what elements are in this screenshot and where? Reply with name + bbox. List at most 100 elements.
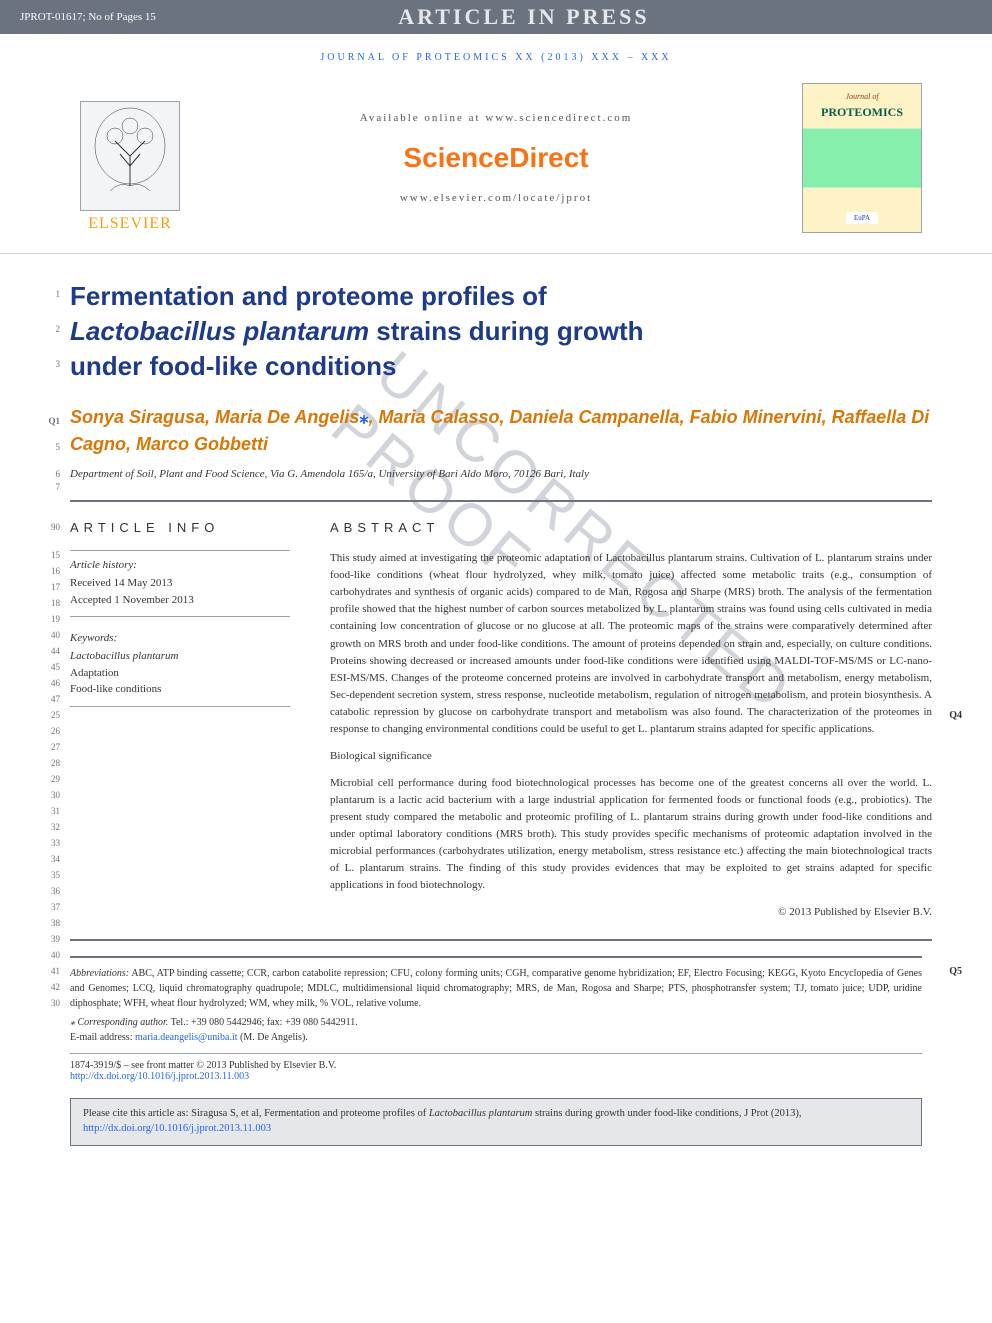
header-center: Available online at www.sciencedirect.co… xyxy=(220,112,772,204)
keyword: Adaptation xyxy=(70,665,290,682)
elsevier-logo: ELSEVIER xyxy=(70,83,190,233)
abbreviations: Abbreviations: ABC, ATP binding cassette… xyxy=(70,966,922,1011)
abstract-text: This study aimed at investigating the pr… xyxy=(330,550,932,921)
line-number: 41 xyxy=(0,966,60,976)
article-info-column: ARTICLE INFO Article history: Received 1… xyxy=(70,520,290,921)
title-line3: under food-like conditions xyxy=(70,351,396,381)
abstract-main: This study aimed at investigating the pr… xyxy=(330,550,932,738)
line-number: 2 xyxy=(0,324,60,334)
keywords-label: Keywords: xyxy=(70,632,290,644)
keyword: Lactobacillus plantarum xyxy=(70,648,290,665)
department: Department of Soil, Plant and Food Scien… xyxy=(70,468,932,500)
corresponding-author: ⁎ Corresponding author. Tel.: +39 080 54… xyxy=(70,1015,922,1030)
line-number: 42 xyxy=(0,982,60,992)
title-line2-italic: Lactobacillus plantarum xyxy=(70,316,369,346)
email-suffix: (M. De Angelis). xyxy=(238,1032,308,1043)
line-number: 6 xyxy=(0,469,60,479)
keywords-block: Keywords: Lactobacillus plantarum Adapta… xyxy=(70,632,290,707)
received-date: Received 14 May 2013 xyxy=(70,575,290,592)
available-online: Available online at www.sciencedirect.co… xyxy=(220,112,772,124)
line-number: 40 xyxy=(0,630,60,640)
cite-italic: Lactobacillus plantarum xyxy=(429,1108,533,1119)
article-title: Fermentation and proteome profiles of La… xyxy=(70,254,932,404)
email-label: E-mail address: xyxy=(70,1032,135,1043)
copyright: © 2013 Published by Elsevier B.V. xyxy=(330,904,932,921)
line-number: 37 xyxy=(0,902,60,912)
query-marker-q4: Q4 xyxy=(949,710,962,721)
header-section: ELSEVIER Available online at www.science… xyxy=(0,73,992,254)
line-number: 5 xyxy=(0,442,60,452)
email-line: E-mail address: maria.deangelis@uniba.it… xyxy=(70,1030,922,1045)
line-number: 17 xyxy=(0,582,60,592)
cover-journal-of: Journal of xyxy=(845,92,878,101)
bio-sig-label: Biological significance xyxy=(330,748,932,765)
sciencedirect-logo[interactable]: ScienceDirect xyxy=(220,142,772,174)
article-in-press-banner: ARTICLE IN PRESS xyxy=(398,4,649,30)
elsevier-tree-icon xyxy=(80,101,180,211)
line-number: 30 xyxy=(0,998,60,1008)
line-number: 36 xyxy=(0,886,60,896)
journal-url[interactable]: www.elsevier.com/locate/jprot xyxy=(220,192,772,204)
line-number: 29 xyxy=(0,774,60,784)
line-number: 34 xyxy=(0,854,60,864)
line-number: 33 xyxy=(0,838,60,848)
bio-sig-text: Microbial cell performance during food b… xyxy=(330,775,932,894)
line-number: 39 xyxy=(0,934,60,944)
line-number: 38 xyxy=(0,918,60,928)
title-line2-rest: strains during growth xyxy=(369,316,643,346)
line-number: 27 xyxy=(0,742,60,752)
line-number: 44 xyxy=(0,646,60,656)
front-matter: 1874-3919/$ – see front matter © 2013 Pu… xyxy=(70,1060,922,1071)
line-number: 19 xyxy=(0,614,60,624)
cover-eupa: EuPA xyxy=(846,212,878,224)
authors: Sonya Siragusa, Maria De Angelis⁎, Maria… xyxy=(70,404,932,468)
line-number: 90 xyxy=(0,522,60,532)
doi-section: 1874-3919/$ – see front matter © 2013 Pu… xyxy=(70,1053,922,1088)
accepted-date: Accepted 1 November 2013 xyxy=(70,592,290,609)
info-abstract-row: ARTICLE INFO Article history: Received 1… xyxy=(70,510,932,931)
line-number: 25 xyxy=(0,710,60,720)
line-number: 40 xyxy=(0,950,60,960)
line-number: 45 xyxy=(0,662,60,672)
line-number: 1 xyxy=(0,289,60,299)
line-number: 31 xyxy=(0,806,60,816)
doi-link[interactable]: http://dx.doi.org/10.1016/j.jprot.2013.1… xyxy=(70,1071,922,1082)
history-label: Article history: xyxy=(70,559,290,571)
line-number: 30 xyxy=(0,790,60,800)
journal-cover: Journal of PROTEOMICS EuPA xyxy=(802,83,922,233)
cite-box: Please cite this article as: Siragusa S,… xyxy=(70,1098,922,1145)
keyword: Food-like conditions xyxy=(70,681,290,698)
footer-section: Abbreviations: ABC, ATP binding cassette… xyxy=(70,956,922,1045)
journal-reference: JOURNAL OF PROTEOMICS XX (2013) XXX – XX… xyxy=(0,34,992,73)
query-marker: Q1 xyxy=(0,416,60,426)
title-line1: Fermentation and proteome profiles of xyxy=(70,281,547,311)
line-number: 18 xyxy=(0,598,60,608)
corresponding-star: ⁎ xyxy=(359,407,368,427)
article-info-header: ARTICLE INFO xyxy=(70,520,290,550)
line-number: 3 xyxy=(0,359,60,369)
abstract-header: ABSTRACT xyxy=(330,520,932,550)
line-number: 26 xyxy=(0,726,60,736)
line-number: 16 xyxy=(0,566,60,576)
line-number: 32 xyxy=(0,822,60,832)
abbrev-label: Abbreviations: xyxy=(70,968,129,979)
cite-link[interactable]: http://dx.doi.org/10.1016/j.jprot.2013.1… xyxy=(83,1123,271,1134)
elsevier-text: ELSEVIER xyxy=(88,215,172,233)
email-link[interactable]: maria.deangelis@uniba.it xyxy=(135,1032,238,1043)
cite-prefix: Please cite this article as: Siragusa S,… xyxy=(83,1108,429,1119)
cite-suffix: strains during growth under food-like co… xyxy=(532,1108,801,1119)
corresponding-text: Tel.: +39 080 5442946; fax: +39 080 5442… xyxy=(168,1017,357,1028)
line-number: 46 xyxy=(0,678,60,688)
cover-title: PROTEOMICS xyxy=(821,105,903,120)
manuscript-id: JPROT-01617; No of Pages 15 xyxy=(20,11,156,23)
article-history-block: Article history: Received 14 May 2013 Ac… xyxy=(70,550,290,617)
abbrev-text: ABC, ATP binding cassette; CCR, carbon c… xyxy=(70,968,922,1009)
line-number: 28 xyxy=(0,758,60,768)
abstract-column: ABSTRACT This study aimed at investigati… xyxy=(330,520,932,921)
top-bar: JPROT-01617; No of Pages 15 ARTICLE IN P… xyxy=(0,0,992,34)
line-number: 35 xyxy=(0,870,60,880)
line-number: 15 xyxy=(0,550,60,560)
query-marker-q5: Q5 xyxy=(949,966,962,977)
corresponding-label: ⁎ Corresponding author. xyxy=(70,1017,168,1028)
line-number: 7 xyxy=(0,482,60,492)
